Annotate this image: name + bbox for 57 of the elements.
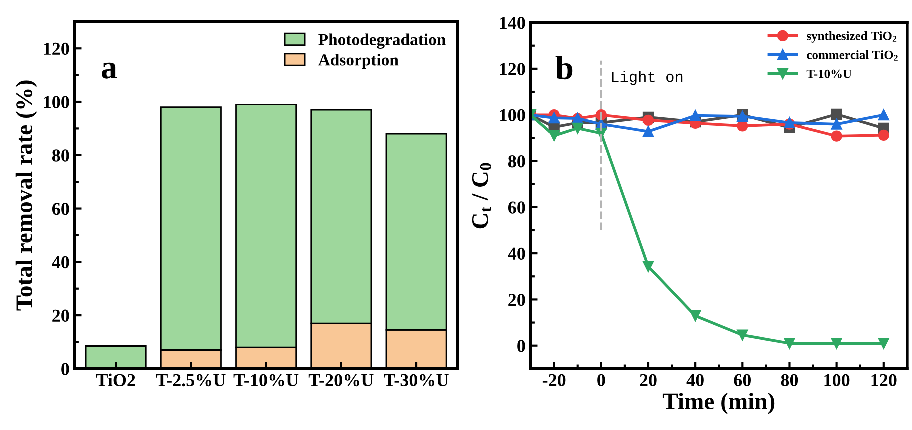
point [878, 110, 890, 121]
x-tick-label: 120 [872, 374, 897, 387]
point [831, 338, 842, 350]
y-axis-title: Total removal rate (%) [16, 80, 38, 311]
y-tick-label: 0 [62, 363, 70, 376]
point [878, 338, 890, 350]
x-tick-label: 0 [598, 374, 606, 387]
annotation: a [102, 62, 118, 79]
y-tick-label: 20 [52, 310, 70, 322]
x-tick-label: T-20%U [308, 374, 374, 387]
x-tick-label: T-2.5%U [156, 374, 226, 387]
legend-label: T-10%U [806, 70, 852, 78]
y-tick-label: 0 [518, 340, 526, 352]
y-tick-label: 40 [508, 248, 526, 260]
y-tick-label: 60 [508, 202, 526, 214]
point [737, 330, 748, 341]
x-tick-label: T-30%U [384, 374, 449, 387]
point [642, 114, 654, 126]
point [784, 338, 796, 350]
x-tick-label: 20 [640, 374, 657, 387]
point [548, 112, 560, 124]
ref-line-label: Light on [612, 71, 683, 86]
point [548, 130, 560, 142]
point [737, 120, 748, 132]
point [831, 118, 842, 130]
legend-label: synthesized TiO$_{2}$ [807, 32, 897, 43]
y-tick-label: 80 [508, 156, 526, 168]
y-tick-label: 40 [52, 256, 70, 269]
y-tick-label: 100 [500, 109, 526, 122]
y-tick-label: 100 [44, 96, 70, 108]
annotation: b [556, 56, 573, 80]
y-axis-title: C$_{t}$ / C$_{0}$ [472, 163, 492, 229]
y-tick-label: 120 [44, 42, 70, 56]
point [831, 108, 842, 120]
point [690, 110, 702, 122]
point [572, 122, 584, 134]
legend-label: commercial TiO$_{2}$ [807, 50, 898, 61]
x-tick-label: T-10%U [234, 374, 299, 387]
y-tick-label: 60 [52, 203, 70, 216]
point [642, 126, 654, 138]
x-tick-label: 100 [824, 374, 850, 387]
legend-label: Adsorption [318, 54, 399, 70]
x-tick-label: 80 [781, 374, 798, 387]
x-tick-label: 60 [734, 374, 751, 387]
x-tick-label: 40 [686, 374, 704, 387]
point [878, 130, 890, 141]
x-tick-label: -20 [542, 374, 566, 387]
legend-label: Photodegradation [318, 34, 446, 49]
y-tick-label: 120 [500, 63, 526, 76]
x-tick-label: TiO2 [96, 374, 136, 387]
point [831, 130, 842, 142]
y-tick-label: 80 [52, 150, 70, 162]
point [690, 310, 702, 322]
point [642, 261, 654, 272]
y-tick-label: 140 [500, 17, 526, 30]
x-axis-title: Time (min) [662, 392, 775, 414]
y-tick-label: 20 [508, 294, 526, 306]
